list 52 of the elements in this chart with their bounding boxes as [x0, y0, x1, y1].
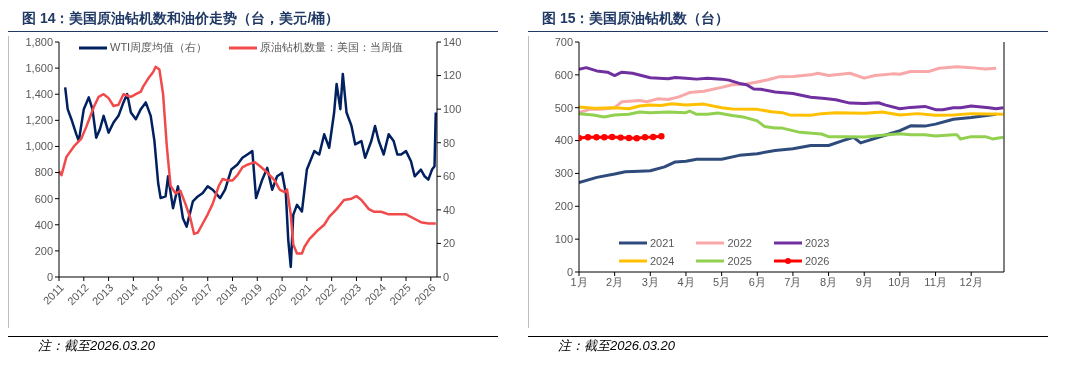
text: 注：截至2026.03.20 [558, 337, 677, 355]
legend-label: 2024 [650, 255, 675, 267]
y2-tick-label: 140 [443, 35, 462, 48]
y-tick-label: 400 [34, 218, 53, 231]
legend-label: 2025 [727, 255, 752, 267]
y-tick-label: 500 [554, 101, 573, 114]
y2-tick-label: 40 [443, 203, 456, 216]
x-tick-label: 1月 [570, 275, 588, 288]
y2-tick-label: 60 [443, 170, 456, 183]
y2-tick-label: 100 [443, 103, 462, 116]
y-tick-label: 600 [554, 68, 573, 81]
x-tick-label: 3月 [641, 275, 659, 288]
legend-label: 2026 [804, 255, 830, 267]
x-tick-label: 8月 [820, 275, 838, 288]
x-tick-label: 12月 [959, 275, 983, 288]
y-tick-label: 100 [554, 233, 573, 246]
x-tick-label: 6月 [748, 275, 766, 288]
legend-label: 2021 [650, 237, 675, 249]
y-tick-label: 300 [554, 167, 573, 180]
x-tick-label: 11月 [924, 275, 947, 288]
x-tick-label: 5月 [713, 275, 731, 288]
y-tick-label: 200 [554, 200, 573, 213]
x-tick-label: 9月 [855, 275, 873, 288]
chart-title: 图 14：美国原油钻机数和油价走势（台，美元/桶） [8, 8, 498, 32]
line-series [579, 109, 1004, 141]
y-tick-label: 1,600 [25, 62, 53, 75]
x-tick-label: 10月 [888, 275, 912, 288]
y-tick-label: 1,400 [25, 88, 53, 101]
chart-title: 图 15：美国原油钻机数（台） [528, 8, 1048, 32]
legend-label: WTI周度均值（右） [110, 40, 208, 55]
legend-label: 原油钻机数量：美国：当周值 [260, 40, 404, 55]
legend-label: 2023 [804, 237, 830, 249]
y-tick-label: 1,000 [25, 140, 53, 153]
line-series [579, 102, 1004, 117]
x-tick-label: 4月 [677, 275, 695, 288]
y-tick-label: 200 [34, 244, 53, 257]
y-tick-label: 400 [554, 134, 573, 147]
y2-tick-label: 80 [443, 136, 456, 149]
y-tick-label: 800 [34, 166, 53, 179]
y-tick-label: 1,200 [25, 114, 53, 127]
y-tick-label: 700 [554, 35, 573, 48]
x-tick-label: 2月 [606, 275, 624, 288]
y-tick-label: 0 [566, 265, 573, 278]
text: 注：截至2026.03.20 [38, 337, 157, 355]
legend-label: 2022 [727, 237, 752, 249]
y2-tick-label: 20 [443, 237, 456, 250]
x-tick-label: 7月 [784, 275, 802, 288]
y-tick-label: 0 [46, 270, 53, 283]
y-tick-label: 600 [34, 192, 53, 205]
y2-tick-label: 120 [443, 69, 462, 82]
y-tick-label: 1,800 [25, 35, 53, 48]
y2-tick-label: 0 [443, 270, 450, 283]
